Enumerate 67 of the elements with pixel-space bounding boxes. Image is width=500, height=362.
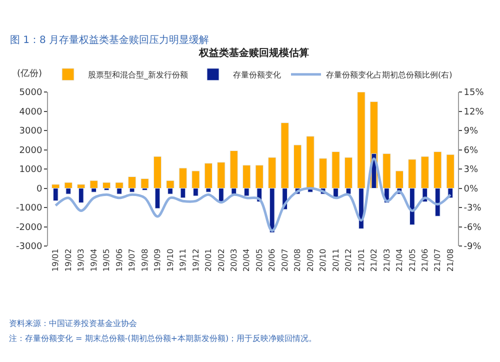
x-tick-label: 21/01 [356, 248, 366, 272]
y-tick-label: -3000 [16, 242, 42, 252]
x-tick-label: 20/08 [293, 248, 302, 272]
x-tick-label: 20/12 [344, 248, 354, 272]
text: 资料来源：中国证券投资基金业协会 [9, 319, 137, 328]
x-tick-label: 20/09 [306, 248, 315, 272]
x-tick-label: 19/12 [191, 248, 200, 272]
x-tick-label: 20/11 [331, 248, 340, 272]
x-tick-label: 20/06 [268, 248, 277, 272]
y2-tick-label: 0% [464, 184, 479, 194]
y2-tick-label: 9% [464, 126, 479, 137]
chart-subtitle: 权益类基金赎回规模估算 [198, 47, 309, 59]
y-tick-label: 4000 [19, 107, 42, 118]
x-tick-label: 21/05 [408, 248, 417, 272]
x-tick-label: 21/02 [370, 248, 379, 272]
bar [204, 162, 212, 188]
bar [306, 136, 314, 188]
line-series [54, 157, 452, 232]
x-tick-label: 20/03 [230, 248, 238, 272]
y2-tick-label: 6% [464, 146, 479, 156]
x-tick-label: 21/06 [420, 248, 430, 272]
x-tick-label: 21/04 [395, 248, 404, 272]
y-tick-label: 2000 [19, 146, 42, 156]
y-axis-title: (亿份) [17, 68, 42, 79]
bar [52, 188, 58, 202]
x-tick-label: 21/07 [433, 248, 442, 272]
x-tick-label: 19/01 [51, 248, 60, 272]
x-tick-label: 20/01 [204, 248, 214, 272]
y2-tick-label: 15% [464, 88, 484, 98]
x-tick-label: 21/03 [382, 248, 392, 272]
x-tick-label: 19/07 [128, 248, 137, 272]
y-tick-label: 5000 [19, 88, 42, 98]
y2-tick-label: 12% [464, 107, 484, 118]
x-tick-label: 20/02 [216, 248, 226, 272]
y2-tick-label: -3% [464, 204, 482, 214]
legend-label: 存量份额变化占期初总份额比例(右) [326, 70, 452, 80]
legend-label: 股票型和混合型_新发行份额 [88, 70, 188, 80]
chart-title: 图 1：8 月存量权益类基金赎回压力明显缓解 [10, 34, 210, 46]
bar [128, 176, 136, 188]
y2-tick-label: -6% [464, 222, 482, 233]
x-tick-label: 19/06 [114, 248, 124, 272]
y-tick-label: -2000 [16, 222, 42, 233]
y2-tick-label: 3% [464, 165, 479, 176]
y2-tick-label: -9% [464, 242, 482, 252]
x-tick-label: 19/04 [89, 248, 98, 272]
x-tick-label: 19/11 [178, 248, 188, 272]
bar [90, 180, 98, 188]
bar [140, 178, 149, 188]
x-tick-label: 19/03 [76, 248, 86, 272]
legend-label: 存量份额变化 [233, 70, 281, 80]
x-tick-label: 19/09 [153, 248, 162, 272]
y-tick-label: 3000 [19, 126, 42, 137]
x-tick-label: 19/02 [64, 248, 73, 272]
y-tick-label: 1000 [19, 165, 42, 176]
x-tick-label: 21/08 [446, 248, 455, 272]
x-tick-label: 20/04 [242, 248, 252, 272]
y-tick-label: 0 [36, 184, 42, 194]
bar [78, 188, 84, 203]
text: 注：存量份额变化 = 期末总份额-(期初总份额+本期新发份额)；用于反映净赎回情况。 [9, 334, 317, 343]
x-tick-label: 20/10 [318, 248, 328, 272]
x-tick-label: 20/05 [254, 248, 264, 272]
x-tick-label: 19/10 [166, 248, 175, 272]
x-tick-label: 19/05 [102, 248, 112, 272]
x-tick-label: 19/08 [140, 248, 150, 272]
y-tick-label: -1000 [16, 204, 42, 214]
bar [102, 182, 111, 188]
x-tick-label: 20/07 [280, 248, 290, 272]
